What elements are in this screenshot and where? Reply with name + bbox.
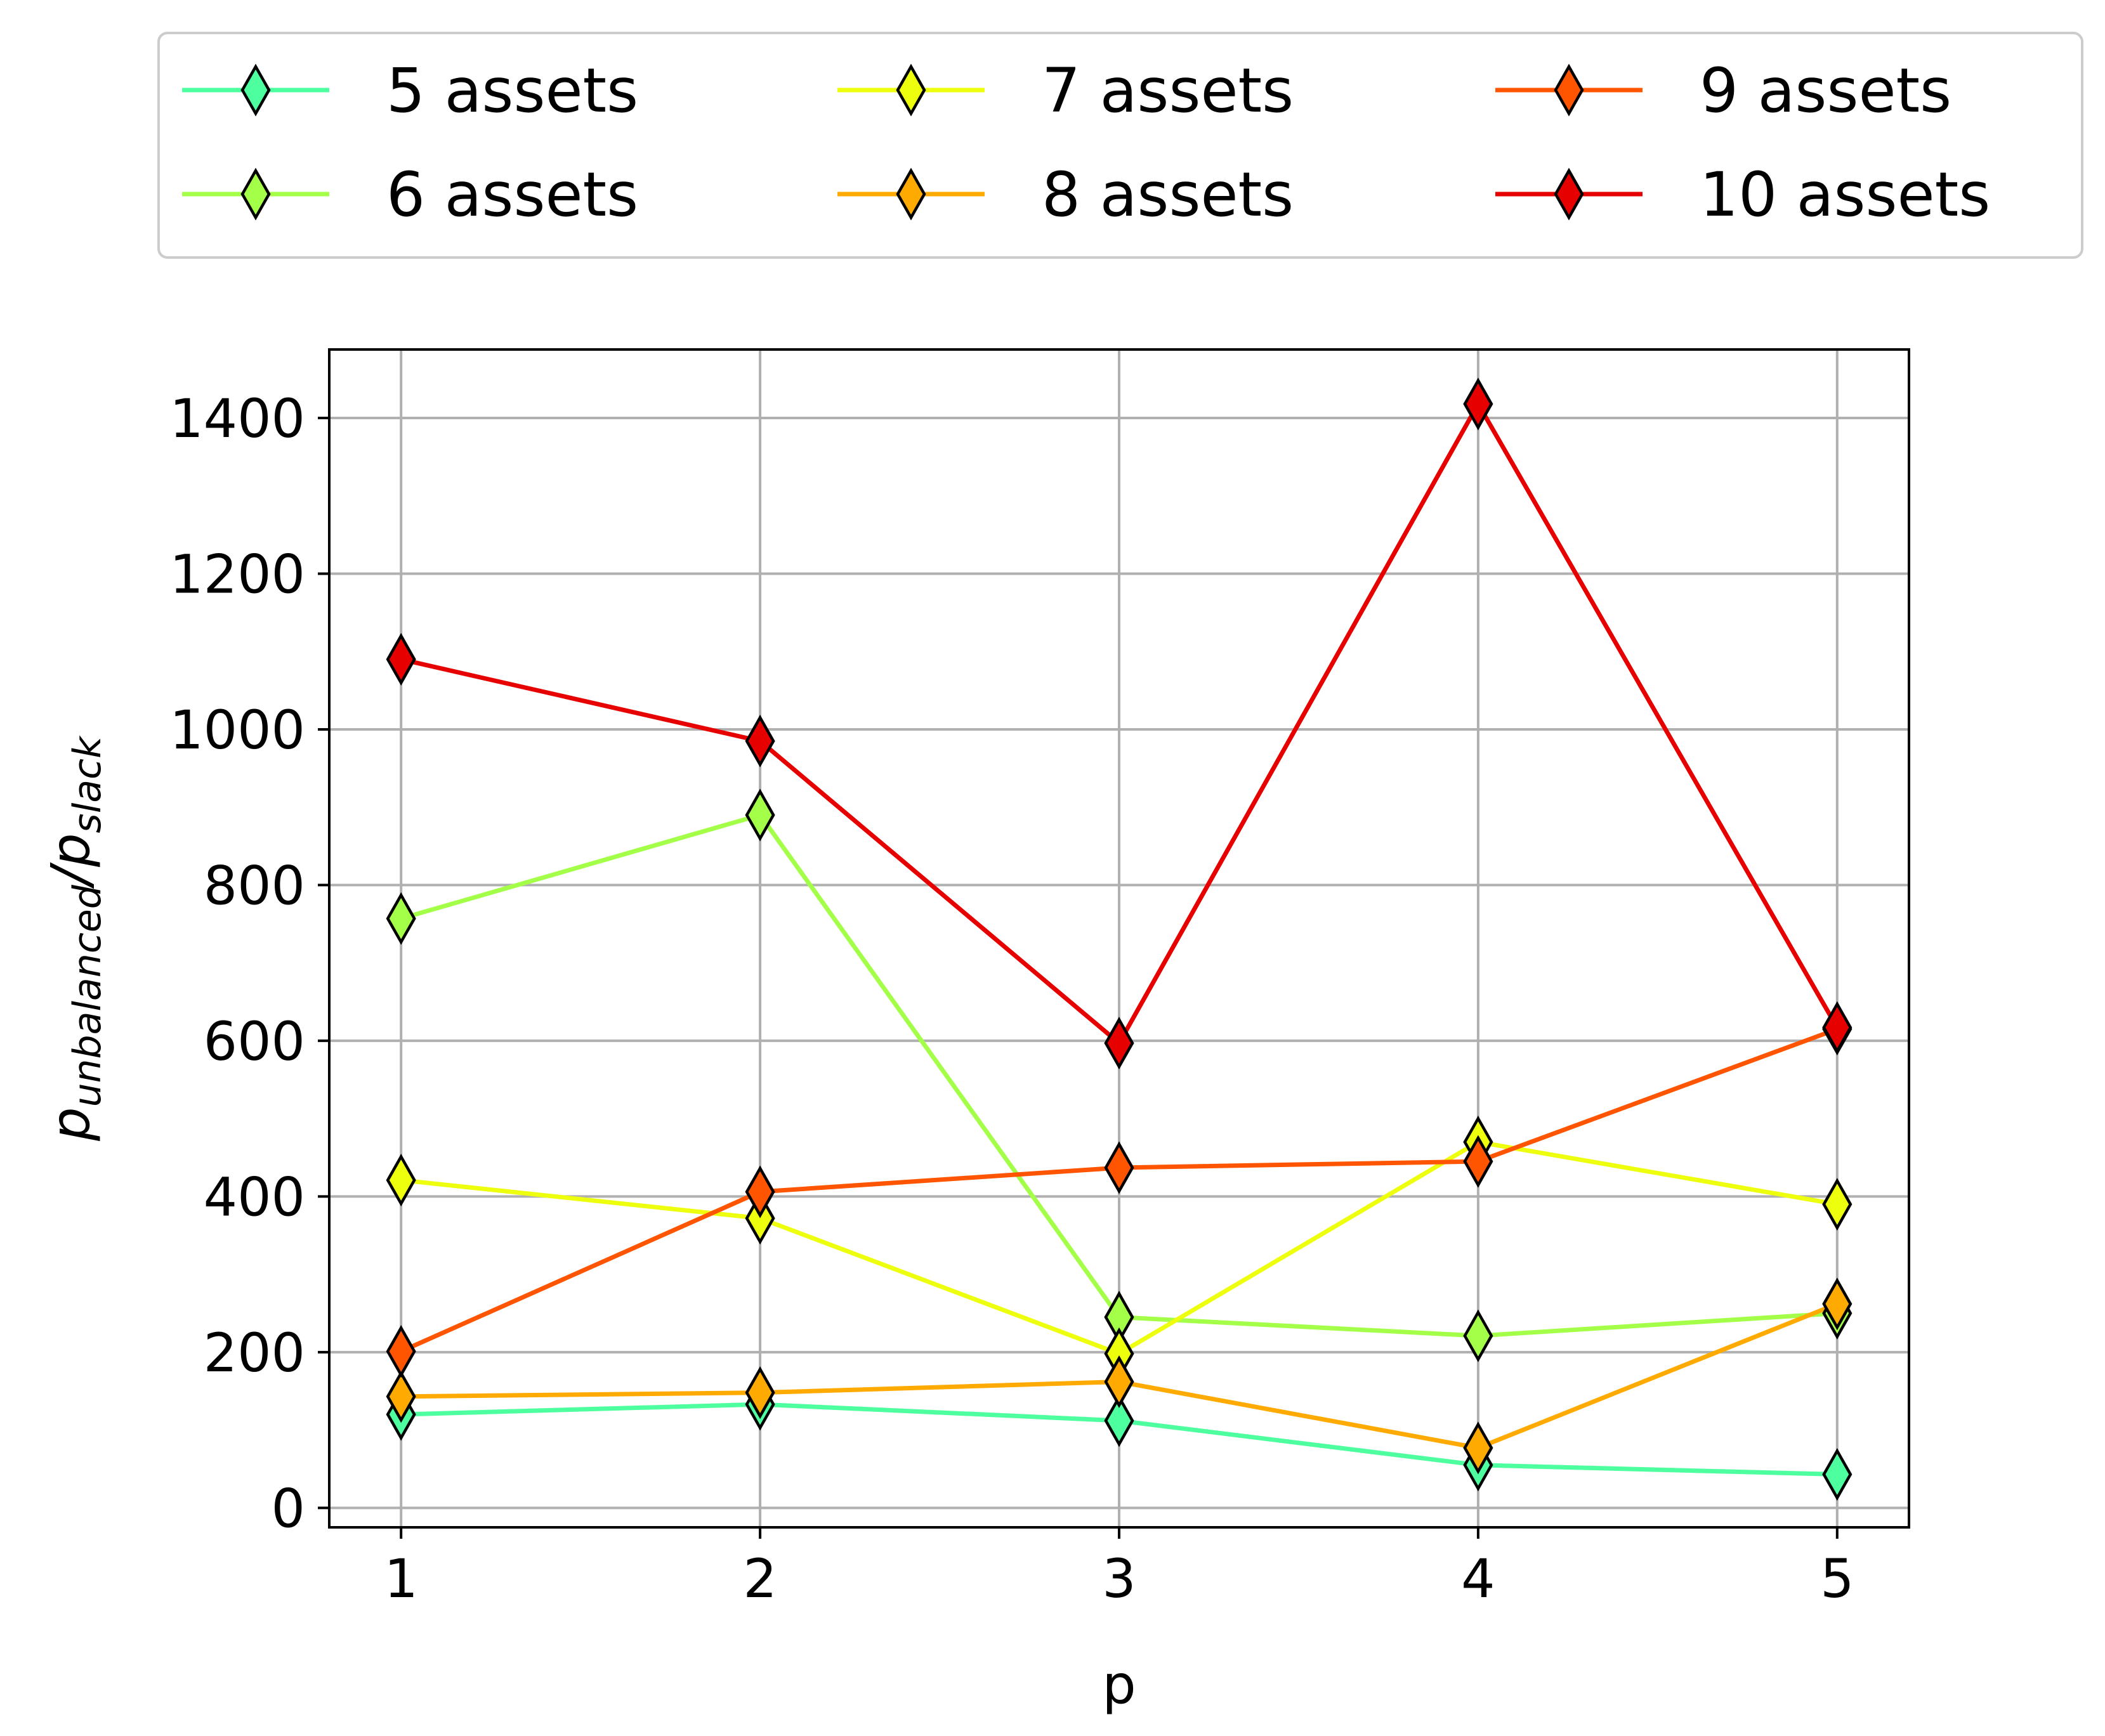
legend: 5 assets 6 assets 7 assets 8 assets 9 assets… <box>157 32 2083 259</box>
data-point <box>1822 1001 1853 1054</box>
x-tick-label: 1 <box>384 1548 417 1610</box>
plot-area: 1 2 3 4 5 0 200 400 600 800 1000 1200 1400 <box>169 348 1910 1610</box>
data-point <box>1822 1277 1853 1331</box>
x-axis: 1 2 3 4 5 <box>384 1527 1854 1610</box>
legend-swatch-marker <box>896 63 926 117</box>
y-axis: 0 200 400 600 800 1000 1200 1400 <box>169 388 329 1539</box>
data-point <box>745 788 775 842</box>
legend-label: 9 assets <box>1700 55 1951 126</box>
data-point <box>745 1165 775 1218</box>
data-point <box>745 714 775 767</box>
legend-label: 8 assets <box>1042 159 1294 230</box>
x-tick-label: 2 <box>743 1548 777 1610</box>
y-tick-label: 200 <box>204 1322 305 1384</box>
y-axis-title: punbalanced/pslack <box>39 735 110 1142</box>
legend-swatch-marker <box>240 63 271 117</box>
y-axis-title-base: p <box>39 1107 102 1142</box>
legend-label: 7 assets <box>1042 55 1294 126</box>
data-point <box>386 1370 416 1423</box>
data-point <box>1822 1178 1853 1231</box>
data-point <box>1463 1421 1493 1475</box>
y-tick-label: 1200 <box>169 543 305 605</box>
data-point <box>1104 1355 1134 1409</box>
data-point <box>1104 1394 1134 1447</box>
legend-swatch-marker <box>1554 63 1584 117</box>
y-axis-title-den-sub: slack <box>65 735 110 833</box>
y-axis-title-num-sub: unbalanced <box>65 884 110 1107</box>
legend-label: 5 assets <box>386 55 638 126</box>
data-point <box>1822 1447 1853 1501</box>
legend-item: 6 assets <box>182 159 638 230</box>
data-point <box>386 1325 416 1378</box>
data-point <box>745 1366 775 1419</box>
data-point <box>386 892 416 945</box>
data-point <box>1463 377 1493 431</box>
legend-item: 10 assets <box>1495 159 1990 230</box>
legend-swatch-marker <box>896 167 926 221</box>
legend-item: 8 assets <box>837 159 1294 230</box>
y-tick-label: 800 <box>204 854 305 917</box>
x-tick-label: 5 <box>1820 1548 1854 1610</box>
legend-item: 7 assets <box>837 55 1294 126</box>
series-markers <box>386 377 1853 1501</box>
data-point <box>1463 1309 1493 1362</box>
y-axis-title-slash: /p <box>39 833 102 890</box>
y-tick-label: 0 <box>272 1477 305 1539</box>
legend-item: 5 assets <box>182 55 638 126</box>
legend-label: 10 assets <box>1700 159 1990 230</box>
x-tick-label: 4 <box>1461 1548 1495 1610</box>
x-tick-label: 3 <box>1102 1548 1136 1610</box>
y-tick-label: 600 <box>204 1010 305 1073</box>
legend-label: 6 assets <box>386 159 638 230</box>
data-point <box>386 632 416 686</box>
data-point <box>745 1192 775 1245</box>
data-point <box>1104 1141 1134 1194</box>
y-tick-label: 1000 <box>169 699 305 761</box>
data-point <box>386 1154 416 1207</box>
data-point <box>1104 1017 1134 1070</box>
legend-swatch-marker <box>1554 167 1584 221</box>
data-point <box>1463 1135 1493 1188</box>
x-axis-title: p <box>1102 1654 1136 1716</box>
legend-swatch-marker <box>240 167 271 221</box>
y-tick-label: 1400 <box>169 388 305 450</box>
y-tick-label: 400 <box>204 1166 305 1228</box>
legend-item: 9 assets <box>1495 55 1951 126</box>
